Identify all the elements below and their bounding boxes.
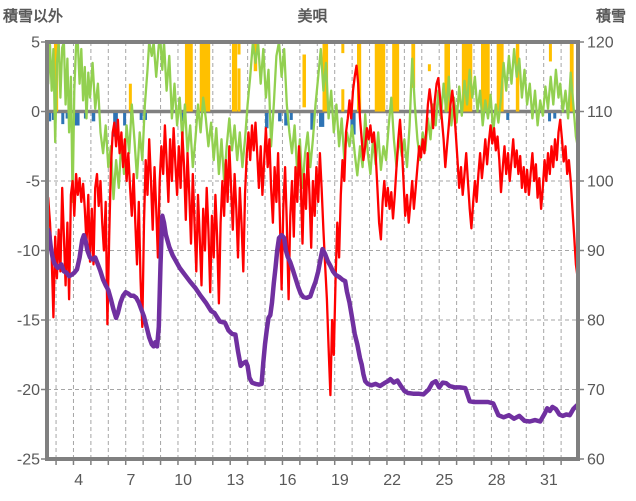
blue-bar: [289, 113, 293, 120]
orange-bar: [237, 68, 241, 112]
orange-bar: [231, 42, 238, 112]
orange-bar: [237, 42, 241, 55]
left-axis-tick-label: -15: [17, 313, 40, 330]
green_line: [47, 40, 579, 204]
blue-bar: [65, 113, 69, 119]
right-axis-tick-label: 60: [587, 452, 605, 469]
left-axis-title: 積雪以外: [3, 8, 64, 25]
orange-bar: [392, 42, 400, 112]
orange-bar: [548, 42, 552, 62]
blue-bar: [144, 113, 148, 120]
left-axis-tick-label: -20: [17, 382, 40, 399]
x-axis-tick-label: 16: [279, 472, 297, 489]
x-axis-tick-label: 22: [383, 472, 401, 489]
blue-bar: [74, 113, 80, 126]
orange-bar: [444, 42, 450, 112]
left-axis-tick-label: 0: [31, 104, 40, 121]
blue-bar: [91, 113, 96, 122]
blue-bar: [61, 113, 65, 125]
blue-bar: [548, 113, 552, 122]
blue-bar: [48, 113, 52, 122]
purple_snow_depth_line: [45, 213, 580, 424]
right-axis-tick-label: 80: [587, 313, 605, 330]
chart-title: 美唄: [297, 8, 328, 25]
right-axis-title: 積雪: [595, 8, 626, 25]
right-axis-tick-label: 70: [587, 382, 605, 399]
red_line: [47, 64, 579, 397]
right-axis-tick-label: 110: [587, 104, 613, 121]
x-axis-tick-label: 25: [436, 472, 454, 489]
blue-bar: [265, 113, 269, 129]
left-axis-tick-label: -25: [17, 452, 40, 469]
right-axis-tick-label: 90: [587, 243, 605, 260]
blue-bar: [350, 113, 356, 135]
x-axis-tick-label: 7: [126, 472, 135, 489]
blue-bar: [139, 113, 143, 120]
orange-bar: [341, 42, 345, 54]
orange-bar: [128, 83, 132, 112]
orange-bar: [199, 42, 211, 112]
left-axis-tick-label: -10: [17, 243, 40, 260]
blue-bar: [506, 113, 510, 120]
blue-bar: [180, 113, 184, 122]
blue-bar: [51, 113, 55, 120]
plot-border: [45, 40, 580, 461]
orange-bar: [461, 42, 473, 112]
x-axis-tick-label: 10: [174, 472, 192, 489]
x-axis-tick-label: 13: [227, 472, 245, 489]
orange-bar: [356, 42, 362, 112]
x-axis-tick-label: 4: [74, 472, 83, 489]
left-axis-tick-label: -5: [26, 174, 40, 191]
orange-bar: [374, 42, 386, 112]
blue-bar: [278, 113, 282, 122]
orange-bar: [427, 64, 431, 72]
left-axis-tick-label: 5: [31, 35, 40, 52]
x-axis-tick-label: 28: [488, 472, 506, 489]
blue-bar: [123, 113, 127, 126]
orange-bar: [496, 42, 504, 112]
orange-bar: [302, 54, 306, 108]
blue-bar: [319, 113, 325, 127]
right-axis-tick-label: 120: [587, 35, 614, 52]
orange-bar: [184, 42, 193, 112]
x-axis-tick-label: 19: [331, 472, 349, 489]
blue-bar: [284, 113, 288, 126]
x-axis-tick-label: 31: [540, 472, 558, 489]
blue-bar: [553, 113, 557, 119]
right-axis-tick-label: 100: [587, 174, 614, 191]
blue-bar: [310, 113, 314, 130]
orange-bar: [341, 89, 345, 112]
orange-bar: [480, 42, 490, 112]
